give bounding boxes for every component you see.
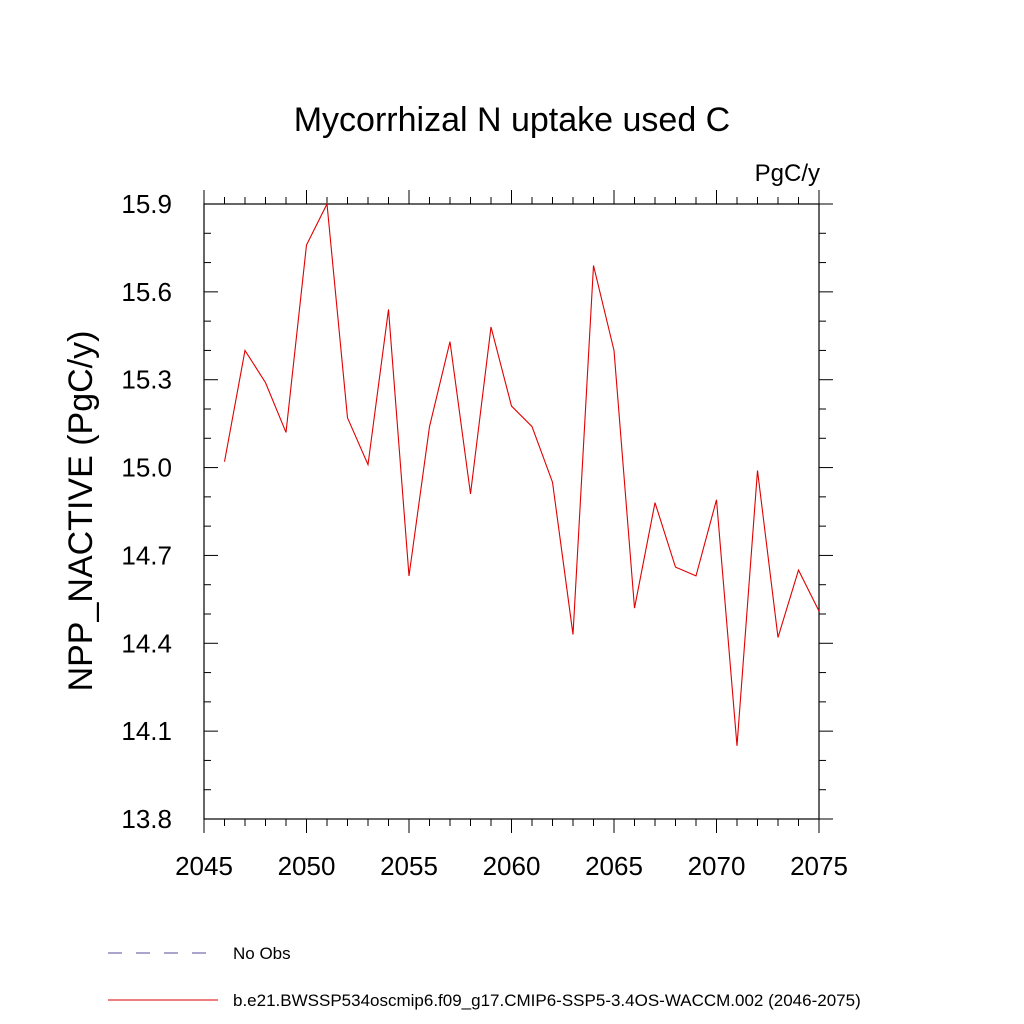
axis-ticks [203, 190, 833, 833]
legend-label-model: b.e21.BWSSP534oscmip6.f09_g17.CMIP6-SSP5… [233, 991, 861, 1010]
plot-frame [203, 203, 820, 820]
legend-label-no-obs: No Obs [233, 944, 291, 963]
y-axis-label: NPP_NACTIVE (PgC/y) [62, 331, 100, 692]
units-label: PgC/y [755, 160, 820, 187]
x-tick-label: 2075 [790, 851, 848, 881]
series-layer [223, 202, 820, 746]
y-tick-label: 13.8 [121, 804, 172, 834]
x-tick-label: 2060 [483, 851, 541, 881]
y-tick-label: 14.1 [121, 716, 172, 746]
legend: No Obs b.e21.BWSSP534oscmip6.f09_g17.CMI… [108, 944, 861, 1010]
y-tick-label: 15.6 [121, 277, 172, 307]
x-tick-label: 2055 [380, 851, 438, 881]
axis-tick-labels: 13.8 14.1 14.4 14.7 15.0 15.3 15.6 15.9 2045 2050… [121, 189, 848, 881]
x-tick-label: 2050 [278, 851, 336, 881]
x-tick-label: 2065 [585, 851, 643, 881]
y-tick-label: 15.9 [121, 189, 172, 219]
x-tick-label: 2045 [175, 851, 233, 881]
x-tick-label: 2070 [688, 851, 746, 881]
chart-title: Mycorrhizal N uptake used C [294, 101, 731, 139]
y-tick-label: 14.7 [121, 540, 172, 570]
y-tick-label: 15.0 [121, 453, 172, 483]
series-line [223, 202, 820, 746]
y-tick-label: 14.4 [121, 628, 172, 658]
y-tick-label: 15.3 [121, 365, 172, 395]
